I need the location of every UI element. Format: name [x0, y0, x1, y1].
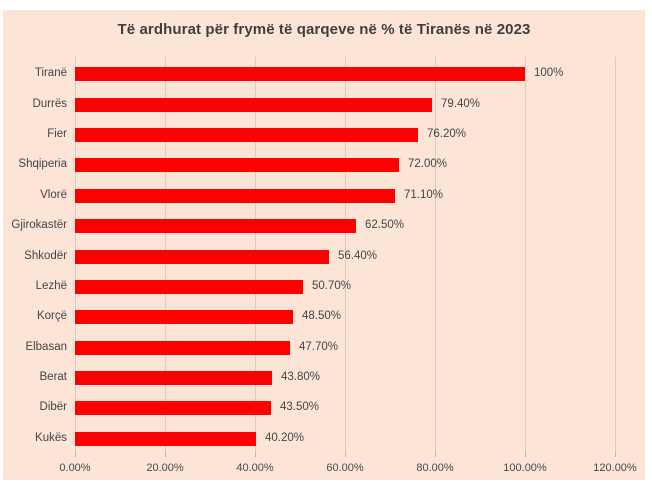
axis-tick [345, 452, 346, 457]
data-label: 48.50% [302, 310, 342, 323]
data-label: 79.40% [441, 97, 481, 110]
bar-shqiperia [75, 158, 399, 173]
chart-title: Të ardhurat për frymë të qarqeve në % të… [117, 21, 531, 38]
category-label: Fier [47, 127, 67, 140]
data-label: 43.50% [280, 401, 320, 414]
axis-tick [255, 452, 256, 457]
bar-korçë [75, 310, 293, 325]
data-label: 40.20% [265, 431, 305, 444]
bar-kukës [75, 431, 256, 446]
bar-vlorë [75, 188, 395, 203]
category-label: Vlorë [40, 188, 67, 201]
category-label: Shkodër [24, 249, 67, 262]
data-label: 56.40% [338, 249, 378, 262]
data-label: 71.10% [404, 188, 444, 201]
category-label: Tiranë [34, 67, 67, 80]
bar-berat [75, 371, 272, 386]
category-label: Kukës [35, 431, 67, 444]
axis-tick [435, 452, 436, 457]
category-label: Gjirokastër [11, 219, 67, 232]
x-axis-tick-label: 80.00% [416, 462, 454, 474]
data-label: 43.80% [281, 371, 321, 384]
x-axis-tick-label: 100.00% [503, 462, 547, 474]
bar-shkodër [75, 249, 329, 264]
gridline [345, 57, 346, 452]
data-label: 100% [534, 67, 564, 80]
x-axis-tick-label: 40.00% [236, 462, 274, 474]
data-label: 50.70% [312, 279, 352, 292]
axis-tick [75, 452, 76, 457]
gridline [615, 57, 616, 452]
data-label: 62.50% [365, 219, 405, 232]
x-axis-tick-label: 60.00% [326, 462, 364, 474]
bar-lezhë [75, 279, 303, 294]
x-axis-tick-label: 20.00% [146, 462, 184, 474]
bar-gjirokastër [75, 219, 356, 234]
data-label: 76.20% [427, 127, 467, 140]
category-label: Shqiperia [18, 158, 67, 171]
gridline [435, 57, 436, 452]
data-label: 47.70% [299, 340, 339, 353]
category-label: Berat [39, 371, 68, 384]
x-axis-tick-label: 120.00% [593, 462, 637, 474]
bar-tiranë [75, 67, 525, 82]
bar-dibër [75, 401, 271, 416]
axis-tick [525, 452, 526, 457]
bar-durrës [75, 97, 432, 112]
category-label: Elbasan [25, 340, 67, 353]
axis-tick [165, 452, 166, 457]
axis-tick [615, 452, 616, 457]
data-label: 72.00% [408, 158, 448, 171]
bar-elbasan [75, 340, 290, 355]
category-label: Dibër [39, 401, 67, 414]
category-label: Korçë [36, 310, 67, 323]
category-label: Lezhë [35, 279, 67, 292]
bar-fier [75, 127, 418, 142]
bar-chart: Të ardhurat për frymë të qarqeve në % të… [3, 10, 645, 480]
category-label: Durrës [32, 97, 67, 110]
x-axis-tick-label: 0.00% [59, 462, 91, 474]
gridline [525, 57, 526, 452]
